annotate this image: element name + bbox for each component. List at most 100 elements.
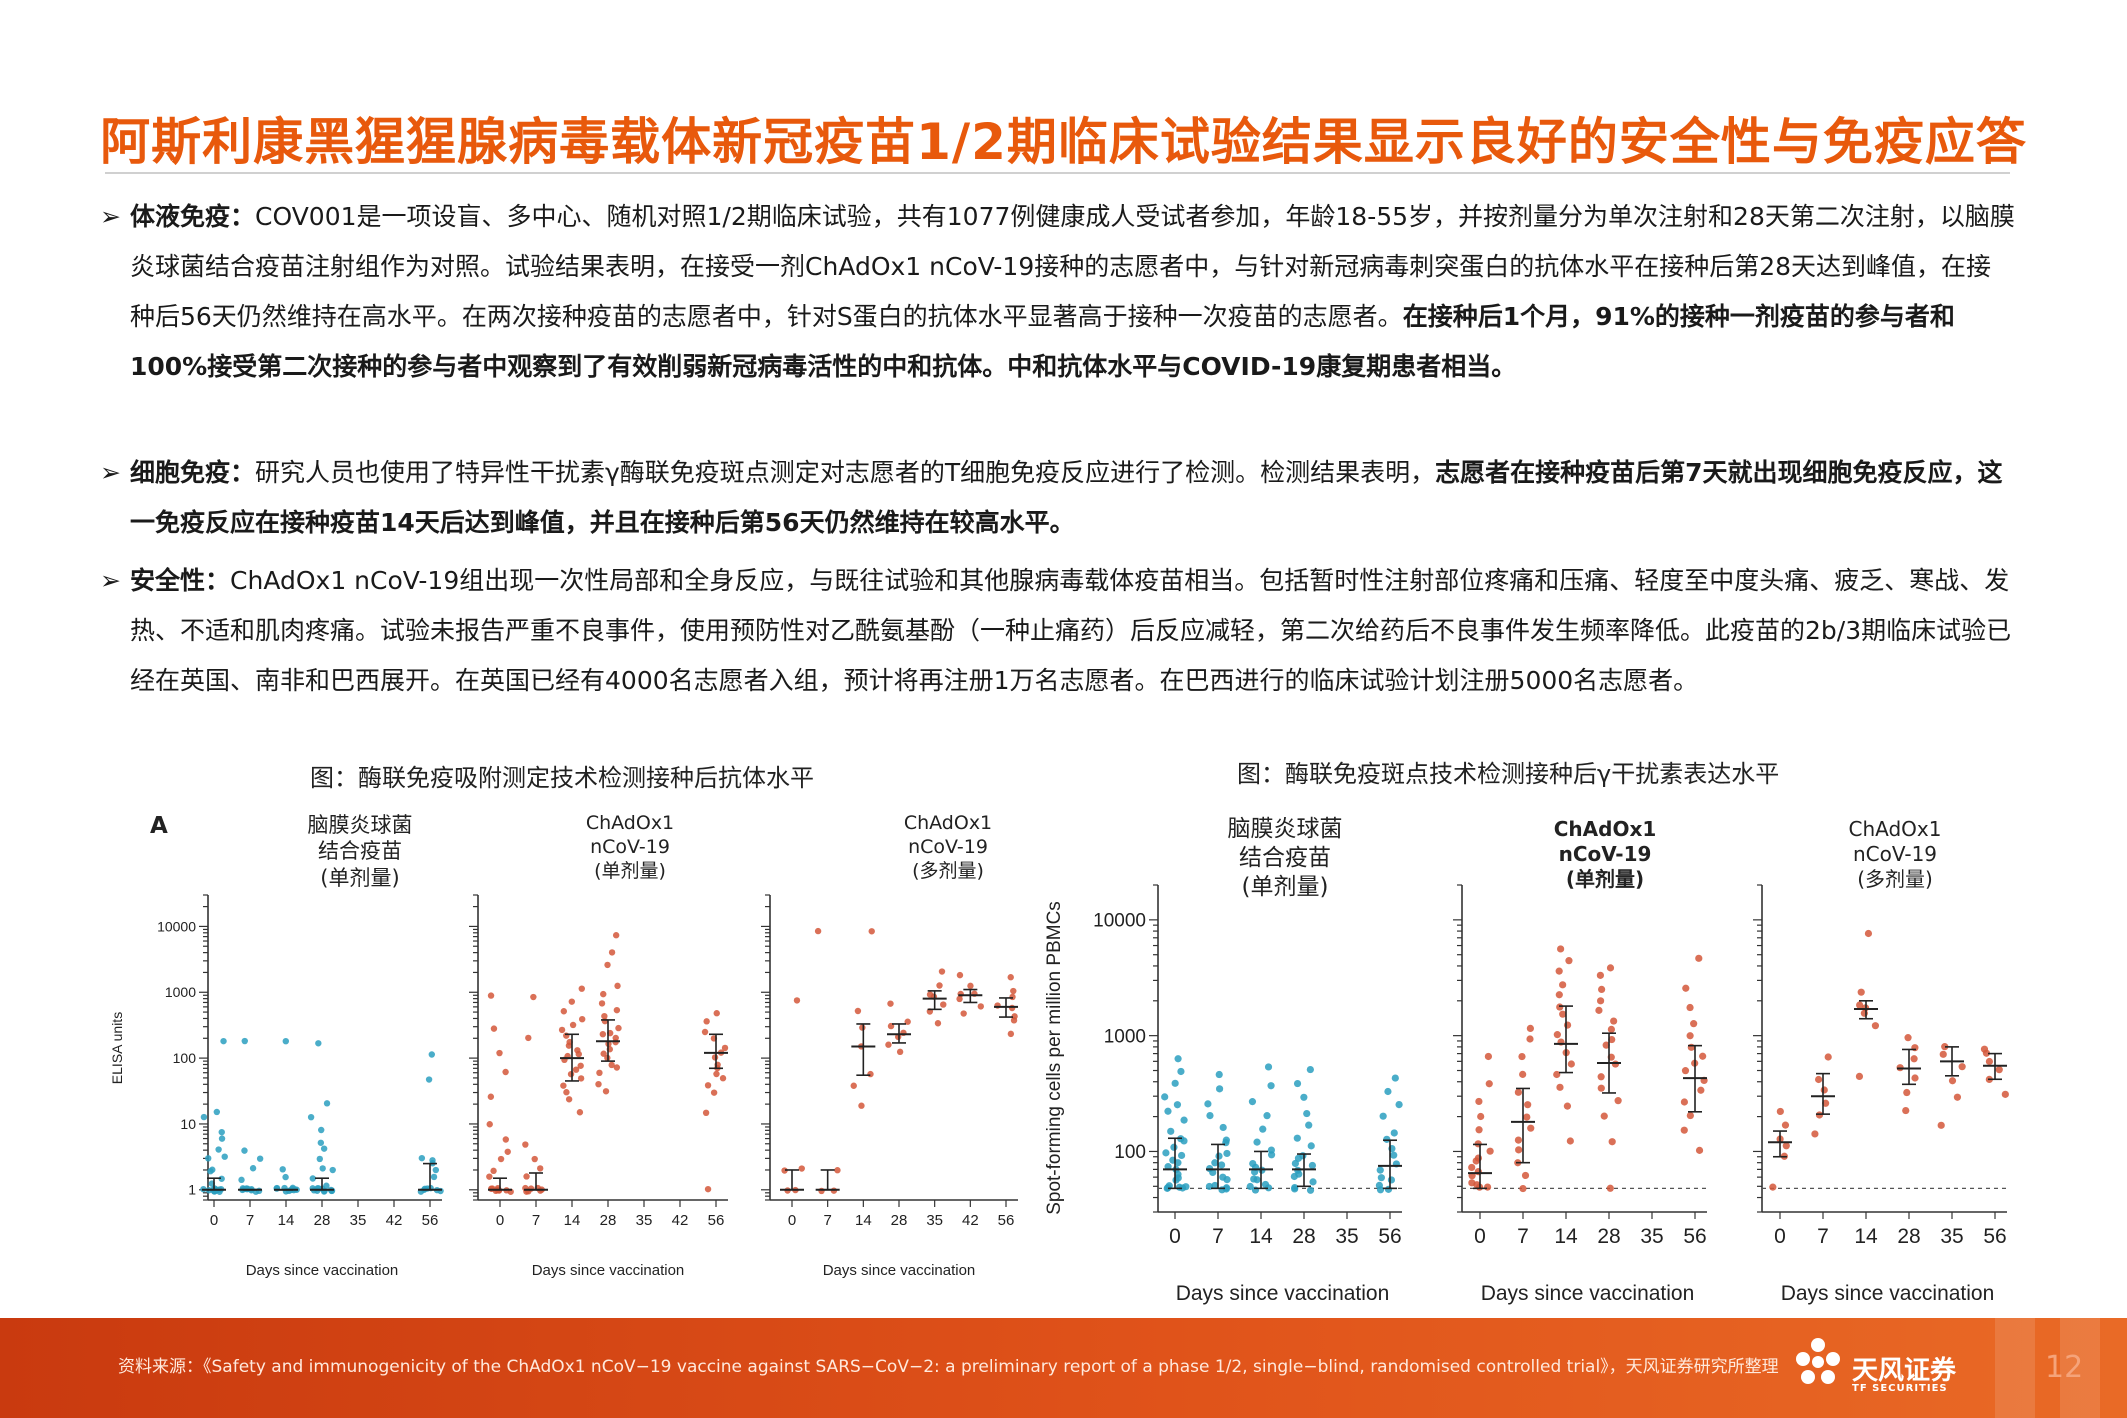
chart-data-point (781, 1167, 788, 1174)
bullet-icon: ➢ (100, 566, 121, 595)
chart-x-tick-label: 42 (672, 1212, 689, 1229)
chart-data-point (531, 1155, 538, 1163)
chart-data-point (486, 1121, 493, 1128)
chart-data-point (1306, 1186, 1315, 1194)
chart-x-tick-label: 0 (1169, 1225, 1181, 1248)
chart-x-tick-label: 7 (1517, 1225, 1529, 1248)
chart-data-point (530, 993, 537, 1001)
chart-x-tick-label: 35 (636, 1212, 653, 1229)
source-note: 资料来源：《Safety and immunogenicity of the C… (118, 1357, 1779, 1377)
chart-data-point (200, 1113, 208, 1121)
chart-data-point (1300, 1093, 1308, 1101)
chart-data-point (595, 1080, 602, 1088)
chart-x-tick-label: 35 (1940, 1225, 1963, 1248)
chart-x-axis-label: Days since vaccination (532, 1262, 685, 1279)
chart-data-point (1293, 1134, 1301, 1142)
chart-data-point (1910, 1055, 1918, 1063)
chart-data-point (701, 1028, 709, 1036)
chart-data-point (1173, 1101, 1182, 1109)
chart-data-point (602, 1088, 610, 1095)
chart-data-point (612, 932, 620, 939)
chart-data-point (1697, 1086, 1705, 1094)
chart-x-tick-label: 14 (1249, 1225, 1273, 1248)
chart-data-point (1566, 1137, 1574, 1145)
chart-data-point (1824, 1053, 1832, 1061)
chart-data-point (1215, 1085, 1224, 1093)
chart-y-tick-label: 1000 (165, 984, 196, 1000)
chart-x-tick-label: 56 (1683, 1225, 1706, 1248)
chart-data-point (577, 1075, 585, 1082)
chart-data-point (1822, 1099, 1830, 1107)
chart-data-point (702, 1109, 710, 1117)
chart-data-point (793, 997, 801, 1004)
chart-data-point (1217, 1161, 1226, 1169)
chart-y-axis-label: Spot-forming cells per million PBMCs (1044, 901, 1065, 1215)
chart-6-title: ChAdOx1 nCoV-19 (多剂量) (1848, 817, 1942, 891)
chart-data-point (1303, 1109, 1311, 1118)
chart-data-point (558, 1026, 566, 1034)
chart-1-title: 脑膜炎球菌 结合疫苗 (单剂量) (307, 813, 413, 890)
chart-data-point (425, 1076, 433, 1083)
chart-data-point (1306, 1065, 1314, 1074)
chart-data-point (1903, 1088, 1911, 1097)
chart-x-tick-label: 35 (350, 1212, 367, 1229)
paragraph-cellular: ➢ 细胞免疫：研究人员也使用了特异性干扰素γ酶联免疫斑点测定对志愿者的T细胞免疫… (100, 448, 2015, 548)
chart-2-title: ChAdOx1 nCoV-19 (单剂量) (585, 812, 675, 882)
chart-data-point (432, 1166, 440, 1174)
chart-data-point (1904, 1034, 1912, 1042)
chart-data-point (213, 1108, 221, 1116)
chart-data-point (1219, 1173, 1227, 1181)
chart-data-point (1211, 1181, 1219, 1190)
chart-data-point (1177, 1067, 1185, 1076)
chart-y-tick-label: 100 (173, 1050, 197, 1066)
logo-subtext: TF SECURITIES (1852, 1383, 1948, 1394)
chart-data-point (1246, 1182, 1254, 1191)
chart-data-point (502, 1136, 510, 1143)
chart-data-point (1519, 1070, 1527, 1078)
chart-data-point (613, 1006, 621, 1014)
chart-data-point (577, 1062, 584, 1069)
chart-data-point (578, 1015, 586, 1023)
paragraph-humoral: ➢ 体液免疫：COV001是一项设盲、多中心、随机对照1/2期临床试验，共有10… (100, 192, 2015, 392)
chart-data-point (1682, 984, 1690, 992)
chart-data-point (1948, 1077, 1957, 1085)
chart-data-point (238, 1176, 245, 1184)
chart-data-point (241, 1037, 248, 1045)
chart-data-point (1009, 993, 1016, 1001)
chart-data-point (1556, 1083, 1564, 1091)
chart-data-point (1995, 1066, 2003, 1074)
chart-data-point (572, 1066, 580, 1073)
chart-data-point (1815, 1075, 1823, 1084)
chart-data-point (887, 1000, 894, 1007)
logo-text: 天风证券 (1852, 1356, 1957, 1386)
chart-data-point (1484, 1052, 1492, 1061)
chart-data-point (218, 1135, 226, 1142)
chart-data-point (282, 1173, 289, 1181)
chart-data-point (1815, 1111, 1824, 1119)
chart-data-point (1524, 1101, 1532, 1109)
chart-data-point (608, 1061, 615, 1069)
chart-data-point (218, 1175, 225, 1182)
chart-x-tick-label: 7 (532, 1212, 540, 1229)
chart-data-point (1597, 1084, 1605, 1092)
chart-data-point (523, 1173, 530, 1180)
chart-data-point (1567, 1060, 1575, 1068)
chart-data-point (1390, 1151, 1398, 1159)
chart-data-point (1553, 1070, 1561, 1079)
chart-data-point (1596, 997, 1605, 1005)
chart-data-point (703, 1018, 710, 1025)
chart-data-point (1178, 1184, 1187, 1192)
chart-x-tick-label: 7 (823, 1212, 831, 1229)
chart-data-point (255, 1187, 263, 1195)
chart-data-point (834, 1167, 841, 1174)
chart-data-point (1681, 1067, 1690, 1075)
chart-y-tick-label: 10 (180, 1116, 196, 1132)
chart-data-point (318, 1126, 325, 1134)
chart-data-point (323, 1182, 330, 1189)
chart-data-point (601, 1012, 608, 1020)
chart-data-point (1383, 1135, 1391, 1143)
chart-x-axis-label: Days since vaccination (1781, 1282, 1995, 1305)
chart-data-point (576, 1109, 584, 1116)
chart-data-point (713, 1070, 720, 1078)
chart-data-point (867, 1070, 874, 1078)
